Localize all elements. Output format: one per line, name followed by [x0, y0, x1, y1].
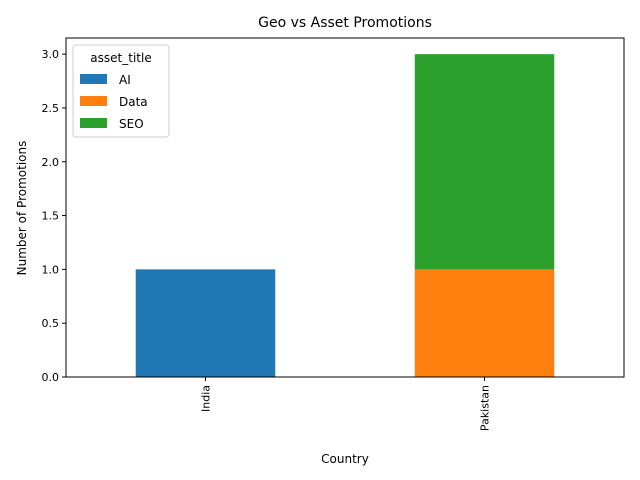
legend-title: asset_title — [90, 51, 151, 65]
y-axis-label: Number of Promotions — [15, 141, 29, 276]
legend: asset_title AI Data SEO — [72, 44, 170, 138]
x-tick-label: India — [200, 385, 213, 412]
legend-label-ai: AI — [119, 73, 131, 87]
legend-swatch-data — [80, 96, 107, 106]
chart-title: Geo vs Asset Promotions — [258, 15, 432, 31]
y-tick-label: 0.5 — [42, 317, 60, 330]
x-axis-label: Country — [321, 452, 369, 466]
y-axis: 0.0 0.5 1.0 1.5 2.0 2.5 3.0 — [42, 48, 66, 384]
y-tick-label: 1.5 — [42, 210, 60, 223]
legend-box — [72, 44, 170, 138]
legend-label-seo: SEO — [119, 117, 144, 131]
x-tick-label: Pakistan — [479, 385, 492, 431]
y-tick-label: 2.0 — [42, 156, 60, 169]
bar-india-ai — [135, 269, 276, 377]
x-axis: India Pakistan — [200, 377, 492, 431]
plot-frame — [65, 37, 625, 378]
legend-swatch-ai — [80, 74, 107, 84]
bar-pakistan-seo — [414, 54, 555, 270]
y-tick-label: 2.5 — [42, 102, 60, 115]
y-tick-label: 3.0 — [42, 48, 60, 61]
y-tick-label: 1.0 — [42, 263, 60, 276]
bars — [135, 54, 555, 377]
legend-label-data: Data — [119, 95, 148, 109]
bar-pakistan-data — [414, 269, 555, 377]
y-tick-label: 0.0 — [42, 371, 60, 384]
legend-swatch-seo — [80, 118, 107, 128]
